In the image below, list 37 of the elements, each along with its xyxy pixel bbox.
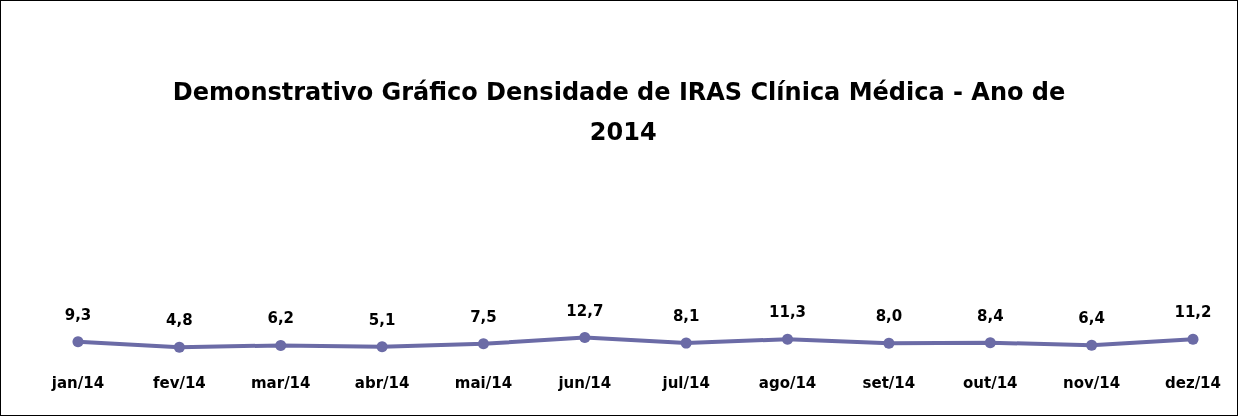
x-tick-label: mai/14 bbox=[454, 373, 513, 392]
point bbox=[1086, 339, 1098, 351]
point bbox=[883, 337, 895, 349]
data-label: 8,1 bbox=[672, 307, 700, 326]
point bbox=[680, 337, 692, 349]
point bbox=[579, 332, 591, 343]
data-label: 6,2 bbox=[267, 309, 295, 328]
x-tick-label: nov/14 bbox=[1063, 373, 1121, 392]
point bbox=[782, 333, 794, 345]
x-tick-label: abr/14 bbox=[354, 373, 410, 392]
data-label: 11,2 bbox=[1174, 303, 1212, 322]
x-tick-label: jul/14 bbox=[661, 373, 710, 392]
data-label: 8,4 bbox=[976, 306, 1004, 325]
x-tick-label: ago/14 bbox=[758, 373, 817, 392]
data-label: 5,1 bbox=[368, 310, 396, 329]
data-label: 4,8 bbox=[166, 311, 193, 330]
x-tick-label: jan/14 bbox=[50, 373, 105, 392]
data-label: 9,3 bbox=[64, 305, 92, 324]
x-tick-label: out/14 bbox=[963, 373, 1018, 392]
point bbox=[477, 338, 489, 350]
data-label: 6,4 bbox=[1078, 309, 1105, 328]
x-tick-label: set/14 bbox=[862, 373, 916, 392]
point bbox=[72, 336, 84, 348]
point bbox=[984, 337, 996, 349]
point bbox=[376, 341, 388, 353]
data-label: 7,5 bbox=[470, 307, 497, 326]
chart-title: Demonstrativo Gráfico Densidade de IRAS Clínica Médica - Ano de 2014 bbox=[172, 78, 1066, 146]
data-label: 12,7 bbox=[566, 301, 604, 320]
x-tick-label: mar/14 bbox=[250, 373, 311, 392]
point bbox=[275, 339, 287, 351]
x-tick-label: fev/14 bbox=[152, 373, 206, 392]
data-label: 11,3 bbox=[769, 303, 807, 322]
x-tick-label: jun/14 bbox=[557, 373, 612, 392]
point bbox=[173, 341, 185, 353]
x-tick-label: dez/14 bbox=[1165, 373, 1221, 392]
point bbox=[1187, 333, 1199, 345]
data-label: 8,0 bbox=[875, 307, 903, 326]
